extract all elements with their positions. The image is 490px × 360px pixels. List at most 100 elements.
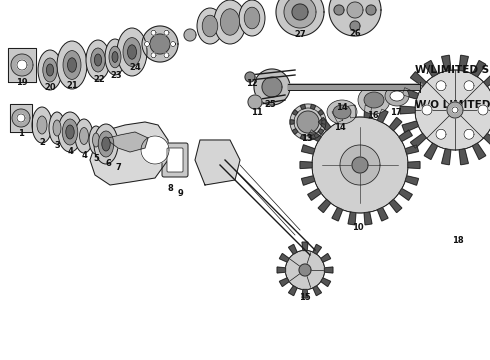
Text: W/O LIMITED SLIP: W/O LIMITED SLIP [415, 100, 490, 110]
Ellipse shape [86, 40, 110, 80]
Polygon shape [324, 267, 333, 273]
Polygon shape [151, 53, 156, 58]
Ellipse shape [98, 131, 114, 157]
Text: 18: 18 [452, 236, 464, 245]
Polygon shape [400, 106, 415, 114]
Polygon shape [277, 267, 286, 273]
Polygon shape [142, 26, 178, 62]
Polygon shape [141, 136, 169, 164]
Polygon shape [348, 212, 356, 225]
Polygon shape [447, 102, 463, 118]
Text: 23: 23 [110, 71, 122, 80]
Polygon shape [464, 129, 474, 139]
Text: 3: 3 [54, 141, 60, 150]
Ellipse shape [123, 37, 141, 66]
Polygon shape [289, 286, 297, 296]
Polygon shape [300, 135, 305, 140]
Ellipse shape [62, 119, 78, 145]
Polygon shape [332, 109, 343, 122]
Ellipse shape [89, 126, 103, 154]
Text: 8: 8 [167, 184, 173, 193]
Polygon shape [441, 149, 451, 165]
FancyBboxPatch shape [162, 143, 188, 177]
Ellipse shape [385, 86, 409, 106]
Polygon shape [424, 143, 438, 159]
Polygon shape [422, 105, 432, 115]
Polygon shape [290, 120, 294, 124]
Ellipse shape [95, 54, 101, 66]
Ellipse shape [202, 15, 218, 37]
Polygon shape [311, 104, 316, 109]
Polygon shape [321, 278, 331, 287]
Polygon shape [248, 95, 262, 109]
Polygon shape [300, 104, 305, 109]
Polygon shape [17, 114, 25, 122]
Polygon shape [436, 129, 446, 139]
Polygon shape [329, 0, 381, 36]
Polygon shape [377, 207, 388, 221]
Polygon shape [17, 60, 27, 70]
Polygon shape [312, 117, 408, 213]
Polygon shape [459, 55, 468, 71]
Polygon shape [301, 145, 315, 154]
Polygon shape [301, 176, 315, 185]
Text: 16: 16 [367, 111, 379, 120]
Polygon shape [8, 48, 36, 82]
Polygon shape [390, 199, 402, 212]
Polygon shape [424, 60, 438, 77]
Text: 4: 4 [81, 151, 87, 160]
Ellipse shape [68, 58, 76, 72]
Ellipse shape [333, 105, 351, 119]
Polygon shape [472, 143, 486, 159]
Ellipse shape [66, 125, 74, 139]
Ellipse shape [37, 116, 47, 134]
Text: 11: 11 [251, 108, 263, 117]
Ellipse shape [239, 0, 265, 36]
Ellipse shape [197, 8, 223, 44]
Polygon shape [245, 72, 255, 82]
Ellipse shape [327, 100, 357, 124]
Polygon shape [285, 251, 324, 289]
Ellipse shape [47, 64, 53, 76]
Polygon shape [321, 253, 331, 262]
Polygon shape [292, 4, 308, 20]
Polygon shape [399, 130, 412, 141]
Polygon shape [459, 149, 468, 165]
Polygon shape [284, 0, 316, 28]
Ellipse shape [214, 0, 246, 44]
Polygon shape [11, 54, 33, 76]
Polygon shape [262, 77, 282, 97]
Polygon shape [292, 129, 298, 134]
Ellipse shape [244, 7, 260, 29]
Text: 9: 9 [177, 189, 183, 198]
Polygon shape [164, 30, 169, 35]
Polygon shape [290, 104, 326, 140]
Polygon shape [405, 145, 418, 154]
Polygon shape [348, 105, 356, 118]
Text: 4: 4 [67, 147, 73, 156]
Polygon shape [150, 34, 170, 54]
Polygon shape [311, 135, 316, 140]
Polygon shape [313, 244, 321, 254]
Text: 14: 14 [334, 123, 346, 132]
Polygon shape [292, 110, 298, 115]
Text: 13: 13 [301, 134, 313, 143]
Polygon shape [402, 121, 418, 132]
Polygon shape [302, 289, 308, 298]
Ellipse shape [38, 50, 62, 90]
Ellipse shape [105, 39, 125, 75]
Ellipse shape [117, 28, 147, 76]
Polygon shape [399, 189, 412, 200]
Polygon shape [318, 129, 324, 134]
Polygon shape [279, 278, 289, 287]
Text: 15: 15 [299, 293, 311, 302]
Polygon shape [297, 111, 319, 133]
Polygon shape [171, 41, 175, 46]
Polygon shape [436, 81, 446, 91]
Ellipse shape [358, 86, 390, 114]
Polygon shape [300, 162, 312, 168]
Text: 17: 17 [390, 108, 402, 117]
Text: 26: 26 [349, 29, 361, 38]
Polygon shape [184, 29, 196, 41]
Polygon shape [318, 199, 331, 212]
